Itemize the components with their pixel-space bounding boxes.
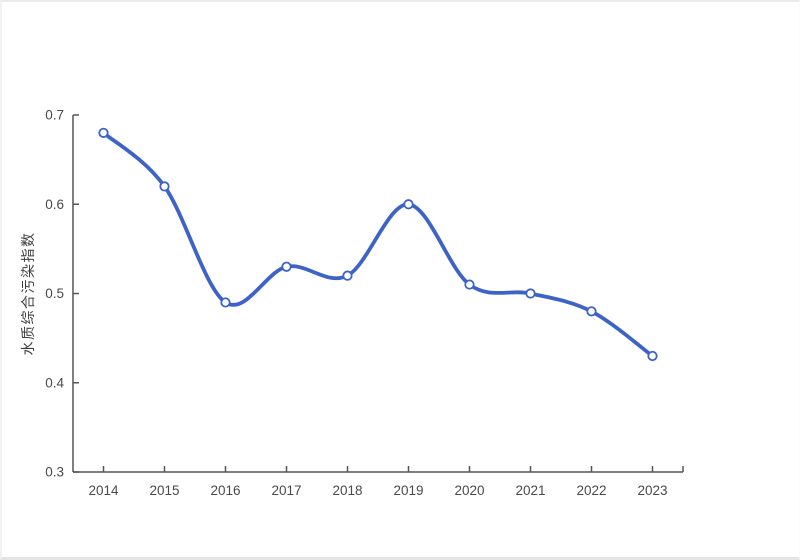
x-tick-label: 2017: [271, 483, 301, 498]
y-tick-label: 0.4: [45, 375, 64, 390]
x-tick-label: 2023: [637, 483, 667, 498]
data-point-marker: [586, 306, 597, 317]
data-point-marker: [159, 181, 170, 192]
y-tick-label: 0.7: [45, 108, 64, 123]
data-point-marker: [647, 350, 658, 362]
data-point-marker: [281, 261, 292, 272]
data-point-marker: [403, 199, 414, 210]
series-line: [101, 130, 655, 358]
data-point-marker: [220, 297, 231, 308]
data-point-marker: [342, 270, 353, 281]
x-tick-label: 2015: [149, 483, 179, 498]
y-axis-title: 水质综合污染指数: [20, 232, 36, 356]
y-tick-label: 0.6: [45, 197, 64, 212]
x-tick-label: 2021: [515, 483, 545, 498]
y-tick-label: 0.3: [45, 465, 64, 480]
x-tick-label: 2019: [393, 483, 423, 498]
x-tick-label: 2022: [576, 483, 606, 498]
data-point-marker: [525, 288, 536, 299]
x-tick-label: 2016: [210, 483, 240, 498]
data-point-marker: [464, 279, 475, 290]
x-tick-label: 2020: [454, 483, 484, 498]
data-point-marker: [98, 127, 109, 138]
y-tick-label: 0.5: [45, 286, 64, 301]
x-tick-label: 2014: [88, 483, 119, 498]
x-tick-label: 2018: [332, 483, 362, 498]
